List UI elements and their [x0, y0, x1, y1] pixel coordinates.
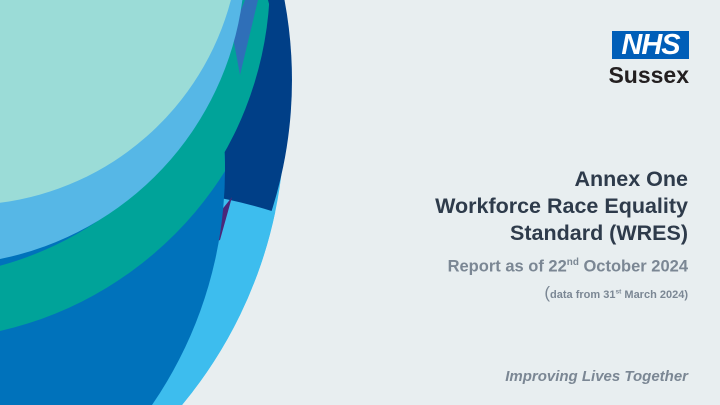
data-note-suffix: st [615, 288, 622, 296]
report-date-rest: October 2024 [578, 257, 688, 276]
report-date-prefix: Report as of 22 [447, 257, 567, 276]
data-note-prefix: data from 31 [550, 289, 616, 301]
data-note-paren: ( [544, 283, 551, 302]
title-line-2: Workforce Race Equality [435, 194, 688, 218]
nhs-logo-text: NHS [621, 29, 680, 61]
data-note: (data from 31st March 2024) [544, 283, 688, 303]
report-date-suffix: nd [566, 257, 579, 268]
nhs-logo: NHS [612, 29, 689, 61]
logo-region: Sussex [608, 62, 689, 88]
pale-teal-circle [0, 0, 231, 203]
tagline: Improving Lives Together [505, 368, 688, 385]
data-note-rest: March 2024) [621, 289, 688, 301]
page-title: Annex One Workforce Race Equality Standa… [435, 166, 688, 247]
report-date: Report as of 22nd October 2024 [448, 257, 688, 277]
title-line-1: Annex One [574, 167, 689, 191]
title-line-3: Standard (WRES) [510, 221, 688, 245]
